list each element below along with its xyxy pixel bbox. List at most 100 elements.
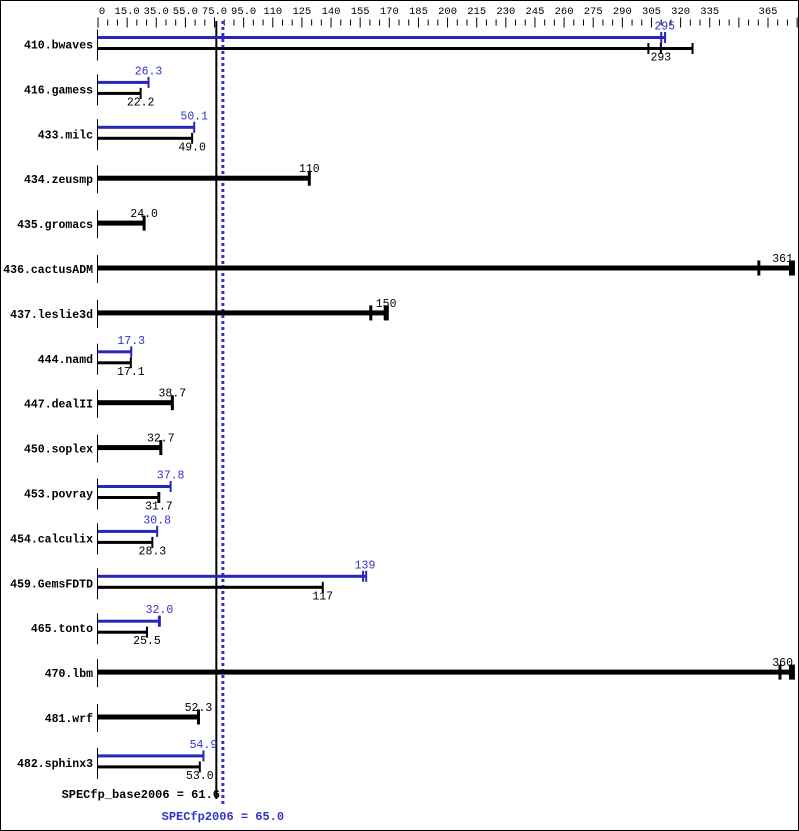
base-value-label: 49.0 (178, 141, 206, 154)
axis-tick-label: 35.0 (144, 6, 169, 18)
peak-value-label: 17.3 (117, 335, 145, 348)
base-value-label: 150 (376, 298, 397, 311)
run-mark (151, 536, 154, 548)
benchmark-row-447.dealII: 447.dealII 38.7 (24, 388, 186, 418)
peak-bar (98, 754, 204, 758)
benchmark-name: 416.gamess (24, 84, 93, 97)
axis-tick-label: 320 (671, 6, 690, 18)
run-mark (158, 492, 161, 503)
base-bar (98, 47, 693, 50)
base-bar (98, 220, 145, 226)
benchmark-name: 470.lbm (45, 668, 93, 681)
axis-tick-label: 75.0 (202, 6, 227, 18)
peak-value-label: 37.8 (157, 470, 185, 483)
base-bar (98, 765, 200, 769)
benchmark-name: 482.sphinx3 (17, 758, 93, 771)
benchmark-name: 436.cactusADM (3, 264, 93, 277)
peak-bar (98, 619, 160, 623)
run-mark (139, 87, 142, 99)
axis-tick-label: 155 (351, 6, 370, 18)
benchmark-row-416.gamess: 416.gamess 26.3 22.2 (24, 65, 162, 109)
axis-tick-label: 0 (99, 6, 105, 18)
run-mark (791, 260, 795, 276)
base-value-label: 117 (312, 590, 333, 603)
axis-tick-label: 215 (467, 6, 486, 18)
benchmark-row-470.lbm: 470.lbm 360 (45, 657, 795, 688)
run-mark (383, 305, 387, 321)
run-mark (691, 43, 694, 54)
run-mark (647, 43, 650, 54)
benchmark-name: 447.dealII (24, 399, 93, 412)
benchmark-name: 454.calculix (10, 533, 93, 546)
base-value-label: 22.2 (127, 96, 155, 109)
run-mark (789, 664, 793, 680)
base-bar (98, 496, 160, 499)
axis-tick-label: 55.0 (173, 6, 198, 18)
axis-tick-label: 365 (759, 6, 778, 18)
axis-tick-label: 275 (584, 6, 603, 18)
benchmark-name: 465.tonto (31, 623, 93, 636)
axis-tick-label: 110 (263, 6, 282, 18)
run-mark (191, 132, 194, 144)
base-bar (98, 175, 310, 181)
benchmark-name: 481.wrf (45, 713, 93, 726)
run-mark (369, 305, 373, 321)
base-bar (98, 540, 153, 544)
peak-value-label: 32.0 (146, 604, 174, 617)
run-mark (130, 346, 133, 358)
base-value-label: 31.7 (145, 501, 173, 514)
peak-bar (98, 80, 149, 84)
base-bar (98, 91, 141, 95)
base-value-label: 32.7 (147, 433, 175, 446)
run-mark (129, 357, 132, 369)
benchmark-name: 437.leslie3d (10, 309, 93, 322)
peak-value-label: 54.9 (190, 739, 218, 752)
axis-tick-label: 305 (642, 6, 661, 18)
run-mark (169, 481, 172, 492)
run-mark (660, 32, 663, 43)
benchmark-row-410.bwaves: 410.bwaves 295 293 (24, 21, 694, 65)
base-value-label: 53.0 (186, 770, 214, 783)
benchmark-row-482.sphinx3: 482.sphinx3 54.9 53.0 (17, 739, 217, 783)
benchmark-row-444.namd: 444.namd 17.3 17.1 (38, 335, 145, 379)
run-mark (159, 440, 163, 456)
run-mark (789, 260, 793, 276)
benchmark-name: 450.soplex (24, 444, 93, 457)
base-bar (98, 361, 131, 365)
run-mark (196, 709, 200, 725)
run-mark (198, 761, 201, 773)
base-value-label: 17.1 (117, 366, 145, 379)
run-mark (321, 581, 324, 593)
x-axis: 0 15.0 35.0 55.0 75.0 95.0 110 125 140 155 170 185 2… (97, 6, 798, 28)
run-mark (664, 32, 667, 43)
base-value-label: 361 (772, 253, 793, 266)
base-value-label: 360 (772, 657, 793, 670)
base-bar (98, 400, 173, 406)
run-mark (193, 121, 196, 133)
benchmark-row-434.zeusmp: 434.zeusmp 110 (24, 163, 320, 194)
benchmark-row-436.cactusADM: 436.cactusADM 361 (3, 253, 795, 283)
run-mark (170, 395, 174, 411)
base-bar (98, 310, 388, 316)
peak-bar (98, 350, 132, 354)
benchmark-row-459.GemsFDTD: 459.GemsFDTD 139 117 (10, 559, 375, 603)
axis-tick-label: 260 (555, 6, 574, 18)
base-bar (98, 714, 199, 720)
axis-tick-label: 245 (525, 6, 544, 18)
run-mark (362, 570, 365, 582)
run-mark (145, 626, 148, 638)
axis-tick-label: 200 (438, 6, 457, 18)
run-mark (778, 664, 782, 680)
peak-value-label: 139 (355, 559, 376, 572)
benchmark-row-481.wrf: 481.wrf 52.3 (45, 702, 212, 732)
run-mark (385, 305, 389, 321)
axis-tick-label: 185 (409, 6, 428, 18)
base-value-label: 24.0 (130, 208, 158, 221)
run-mark (791, 664, 795, 680)
axis-tick-label: 125 (292, 6, 311, 18)
benchmark-row-437.leslie3d: 437.leslie3d 150 (10, 298, 397, 328)
peak-bar (98, 529, 158, 533)
base-value-label: 293 (650, 52, 671, 65)
